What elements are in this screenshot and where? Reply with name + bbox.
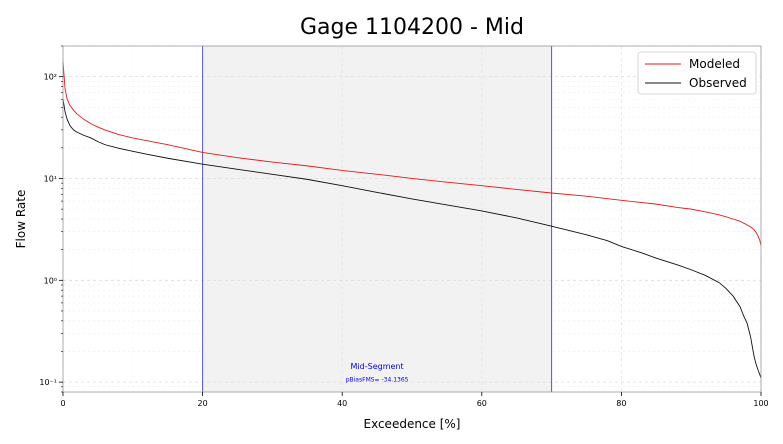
x-tick-label: 80 bbox=[616, 399, 626, 408]
x-tick-label: 0 bbox=[60, 399, 65, 408]
x-tick-label: 60 bbox=[477, 399, 487, 408]
chart-title: Gage 1104200 - Mid bbox=[300, 15, 524, 40]
y-tick-label: 10¹ bbox=[44, 174, 57, 183]
legend-label-modeled: Modeled bbox=[689, 57, 740, 71]
segment-metric-annotation: pBiasFMS= -34.1365 bbox=[346, 377, 409, 384]
x-tick-label: 20 bbox=[198, 399, 208, 408]
series-line-observed bbox=[62, 99, 762, 379]
legend-label-observed: Observed bbox=[689, 76, 747, 90]
x-axis-label: Exceedence [%] bbox=[363, 417, 460, 431]
x-tick-label: 40 bbox=[337, 399, 347, 408]
plot-area: 0 20 40 60 80 100 10⁻¹ 10⁰ 10¹ 10² Mid-Segment pBia… bbox=[39, 45, 769, 408]
segment-annotation: Mid-Segment bbox=[351, 362, 404, 371]
y-tick-label: 10⁻¹ bbox=[39, 378, 57, 387]
series-line-modeled bbox=[62, 61, 762, 246]
x-tick-label: 100 bbox=[753, 399, 768, 408]
y-tick-label: 10² bbox=[44, 73, 57, 82]
legend: Modeled Observed bbox=[637, 51, 757, 95]
y-axis-label: Flow Rate bbox=[14, 190, 28, 249]
y-tick-label: 10⁰ bbox=[44, 276, 57, 285]
